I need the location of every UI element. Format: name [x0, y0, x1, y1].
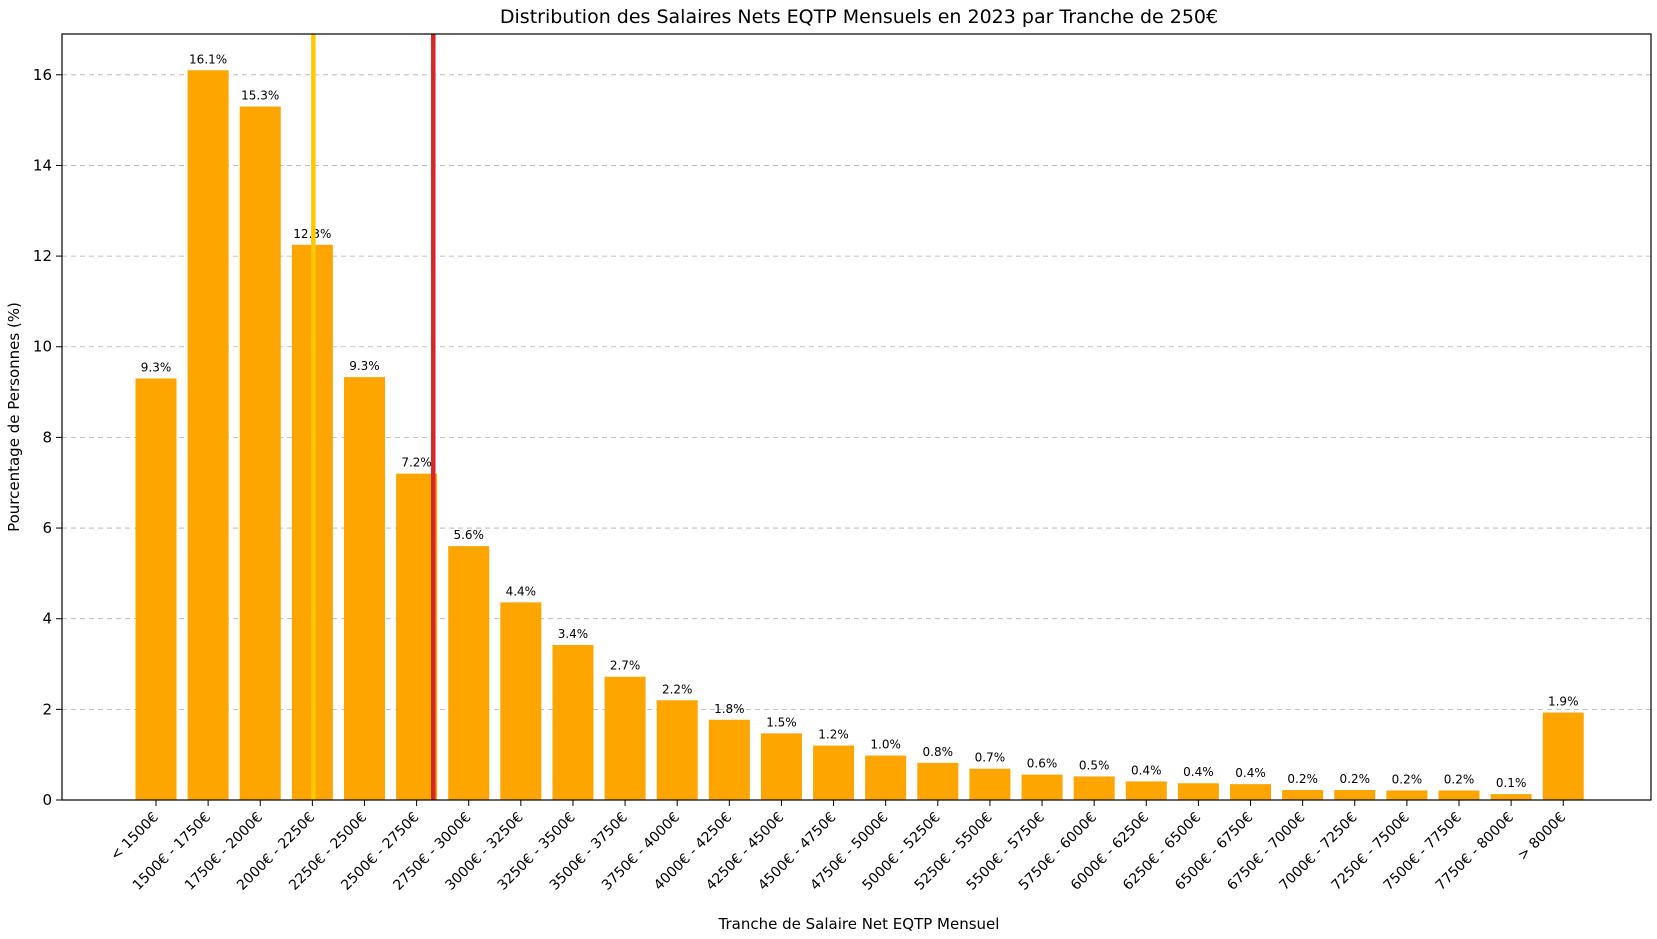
bar [448, 546, 490, 800]
bar-value-label: 0.2% [1392, 772, 1423, 786]
bar-value-label: 9.3% [349, 359, 380, 373]
y-tick-label: 4 [42, 610, 52, 628]
bar [500, 602, 542, 800]
chart-title: Distribution des Salaires Nets EQTP Mens… [500, 6, 1218, 28]
bar-value-label: 5.6% [453, 528, 484, 542]
bar-value-label: 1.2% [818, 728, 849, 742]
y-tick-label: 6 [42, 519, 52, 537]
bar [1021, 774, 1063, 800]
bar [708, 719, 750, 800]
bar [1490, 794, 1532, 800]
bar-value-label: 0.8% [923, 745, 954, 759]
plot-area-frame [61, 33, 1652, 801]
bar-value-label: 0.4% [1131, 763, 1162, 777]
bar [1230, 784, 1272, 800]
bar [187, 70, 229, 800]
bar [1438, 790, 1480, 800]
y-tick-label: 0 [42, 791, 52, 809]
bar-value-label: 1.8% [714, 702, 745, 716]
x-tick-label: > 8000€ [1515, 810, 1569, 864]
x-axis-label: Tranche de Salaire Net EQTP Mensuel [718, 915, 1000, 933]
bar-value-label: 4.4% [506, 584, 537, 598]
bar [239, 106, 281, 801]
bars [135, 70, 1584, 801]
bar [604, 676, 646, 800]
bar-value-label: 0.2% [1340, 772, 1371, 786]
bar [1282, 790, 1324, 800]
bar [552, 644, 594, 800]
bar-value-label: 9.3% [141, 360, 172, 374]
y-axis-label: Pourcentage de Personnes (%) [5, 302, 23, 532]
bar-value-label: 7.2% [401, 456, 432, 470]
bar [969, 768, 1011, 800]
bar-value-label: 1.5% [766, 715, 797, 729]
y-tick-label: 12 [33, 247, 52, 265]
bar [396, 473, 438, 800]
bar-value-label: 16.1% [189, 52, 227, 66]
y-tick-label: 8 [42, 428, 52, 446]
bar [865, 755, 907, 800]
bar-value-label: 0.4% [1235, 766, 1266, 780]
bar [1334, 790, 1376, 800]
bar [813, 745, 855, 800]
bar-value-label: 1.9% [1548, 695, 1579, 709]
bar-value-label: 0.4% [1183, 765, 1214, 779]
x-axis-ticks: < 1500€1500€ - 1750€1750€ - 2000€2000€ -… [108, 800, 1569, 894]
bar [1073, 776, 1115, 800]
y-tick-label: 2 [42, 700, 52, 718]
bar-value-label: 0.2% [1444, 772, 1475, 786]
bar-value-label: 0.6% [1027, 757, 1058, 771]
bar [1386, 790, 1428, 800]
bar-value-label: 0.7% [975, 751, 1006, 765]
y-tick-label: 16 [33, 66, 52, 84]
bar [1542, 712, 1584, 800]
bar-value-label: 0.1% [1496, 776, 1527, 790]
x-tick-label: < 1500€ [108, 810, 162, 864]
bar-value-label: 1.0% [870, 738, 901, 752]
bar-value-labels: 9.3%16.1%15.3%12.3%9.3%7.2%5.6%4.4%3.4%2… [141, 52, 1579, 790]
bar [135, 378, 177, 800]
bar [917, 762, 959, 800]
bar-value-label: 15.3% [241, 89, 279, 103]
bar-value-label: 2.2% [662, 682, 693, 696]
bar [656, 700, 698, 800]
y-tick-label: 10 [33, 338, 52, 356]
bar [1125, 781, 1167, 800]
bar-value-label: 0.5% [1079, 758, 1110, 772]
bar-value-label: 3.4% [558, 627, 589, 641]
bar [1177, 783, 1219, 800]
reference-lines [311, 34, 436, 800]
bar [760, 733, 802, 800]
y-tick-label: 14 [33, 156, 52, 174]
bar-value-label: 0.2% [1287, 772, 1318, 786]
bar [343, 377, 385, 800]
y-axis-ticks: 0 2 4 6 8 10 12 14 16 [33, 66, 62, 809]
bar-value-label: 2.7% [610, 659, 641, 673]
